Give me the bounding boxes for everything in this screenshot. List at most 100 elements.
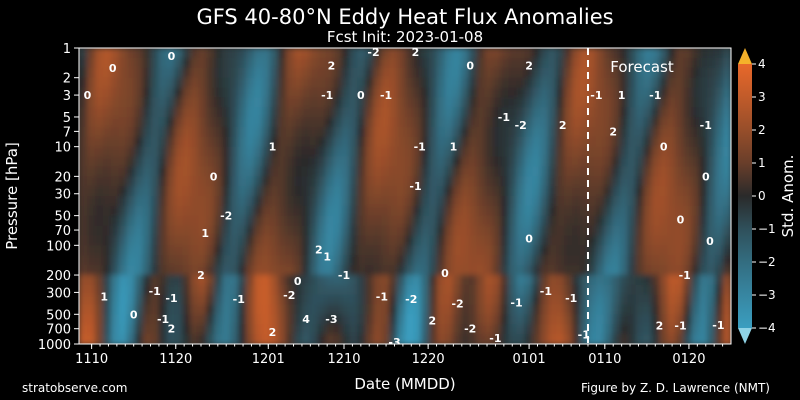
heatmap-cell <box>524 235 534 247</box>
heatmap-cell <box>293 265 303 276</box>
heatmap-cell <box>468 274 478 286</box>
heatmap-cell <box>619 235 629 247</box>
heatmap-cell <box>126 77 136 89</box>
heatmap-cell <box>246 57 255 69</box>
heatmap-cell <box>94 107 104 119</box>
heatmap-cell <box>118 245 128 257</box>
heatmap-cell <box>190 166 200 178</box>
heatmap-cell <box>246 48 255 59</box>
heatmap-cell <box>110 176 120 188</box>
heatmap-cell <box>381 146 391 158</box>
heatmap-cell <box>126 126 136 138</box>
heatmap-cell <box>110 146 120 158</box>
heatmap-cell <box>627 67 637 79</box>
heatmap-cell <box>301 117 311 128</box>
heatmap-cell <box>349 324 359 336</box>
heatmap-cell <box>214 107 224 119</box>
heatmap-cell <box>253 196 263 207</box>
heatmap-cell <box>373 117 383 128</box>
heatmap-cell <box>659 304 669 316</box>
heatmap-cell <box>174 48 184 59</box>
heatmap-cell <box>174 255 184 267</box>
heatmap-cell <box>349 176 359 188</box>
heatmap-cell <box>79 67 88 79</box>
heatmap-cell <box>222 205 232 217</box>
heatmap-cell <box>190 176 200 188</box>
heatmap-cell <box>667 186 677 197</box>
heatmap-cell <box>595 314 605 326</box>
heatmap-cell <box>325 304 335 316</box>
heatmap-cell <box>587 87 597 99</box>
heatmap-cell <box>214 57 224 69</box>
heatmap-cell <box>357 186 367 197</box>
heatmap-cell <box>587 205 597 217</box>
heatmap-cell <box>309 186 319 197</box>
heatmap-cell <box>420 255 430 267</box>
heatmap-cell <box>134 205 144 217</box>
contour-label: -1 <box>414 141 426 154</box>
heatmap-cell <box>118 67 128 79</box>
heatmap-cell <box>723 334 731 344</box>
heatmap-cell <box>190 186 200 197</box>
heatmap-cell <box>182 166 192 178</box>
heatmap-cell <box>476 196 486 207</box>
heatmap-cell <box>452 265 462 276</box>
heatmap-cell <box>691 136 701 148</box>
heatmap-cell <box>524 334 534 344</box>
contour-label: -1 <box>338 269 350 282</box>
heatmap-cell <box>548 107 558 119</box>
heatmap-cell <box>540 265 550 276</box>
heatmap-cell <box>222 235 232 247</box>
heatmap-cell <box>492 284 502 296</box>
heatmap-cell <box>413 324 422 336</box>
heatmap-cell <box>619 57 629 69</box>
heatmap-cell <box>230 215 240 227</box>
heatmap-cell <box>397 314 406 326</box>
heatmap-cell <box>293 215 303 227</box>
heatmap-cell <box>540 205 550 217</box>
heatmap-cell <box>214 136 224 148</box>
heatmap-cell <box>238 166 247 178</box>
heatmap-cell <box>413 176 422 188</box>
heatmap-cell <box>246 205 255 217</box>
heatmap-cell <box>333 215 343 227</box>
heatmap-cell <box>317 117 327 128</box>
heatmap-cell <box>508 314 518 326</box>
heatmap-cell <box>206 166 216 178</box>
heatmap-cell <box>532 57 542 69</box>
heatmap-cell <box>587 136 597 148</box>
heatmap-cell <box>325 136 335 148</box>
heatmap-cell <box>675 215 685 227</box>
heatmap-cell <box>293 205 303 217</box>
heatmap-cell <box>309 156 319 168</box>
heatmap-cell <box>150 265 160 276</box>
heatmap-cell <box>269 334 279 344</box>
heatmap-cell <box>420 67 430 79</box>
heatmap-cell <box>619 196 629 207</box>
heatmap-cell <box>723 304 731 316</box>
heatmap-cell <box>79 324 88 336</box>
heatmap-cell <box>715 136 725 148</box>
heatmap-cell <box>452 314 462 326</box>
heatmap-cell <box>436 166 446 178</box>
heatmap-cell <box>444 146 454 158</box>
heatmap-cell <box>492 146 502 158</box>
heatmap-cell <box>524 87 534 99</box>
contour-label: -1 <box>540 285 552 298</box>
heatmap-cell <box>309 245 319 257</box>
heatmap-cell <box>325 196 335 207</box>
heatmap-cell <box>436 324 446 336</box>
heatmap-cell <box>572 215 581 227</box>
heatmap-cell <box>524 146 534 158</box>
heatmap-cell <box>79 294 88 306</box>
contour-label: 1 <box>201 227 209 240</box>
heatmap-cell <box>317 176 327 188</box>
heatmap-cell <box>556 284 566 296</box>
heatmap-cell <box>118 215 128 227</box>
heatmap-cell <box>397 166 406 178</box>
heatmap-cell <box>492 235 502 247</box>
heatmap-cell <box>341 57 351 69</box>
heatmap-cell <box>182 304 192 316</box>
heatmap-cell <box>134 136 144 148</box>
heatmap-cell <box>94 186 104 197</box>
